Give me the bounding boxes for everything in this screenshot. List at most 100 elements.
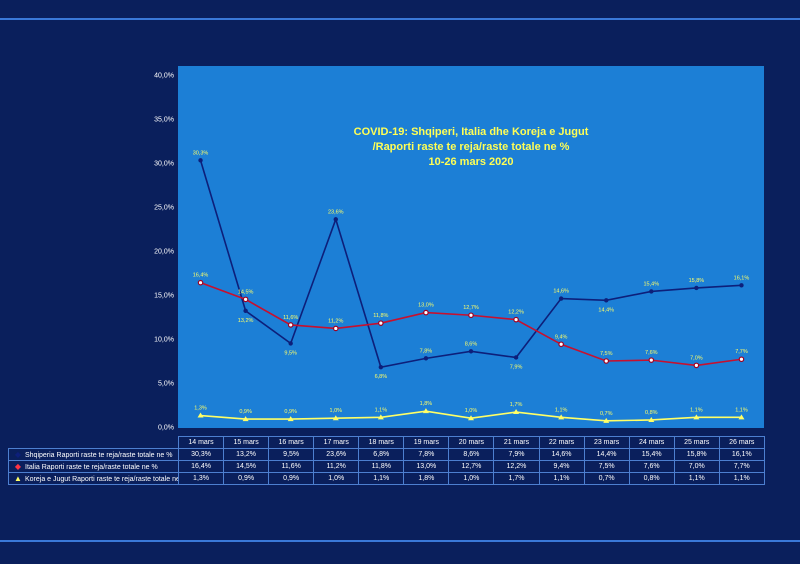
table-cell: 9,4% [538, 460, 585, 473]
y-tick-label: 30,0% [154, 161, 174, 168]
data-label-0: 8,6% [465, 341, 478, 347]
table-cell: 1,8% [403, 472, 450, 485]
series-point-1 [468, 312, 474, 319]
series-point-1 [693, 362, 700, 369]
table-cell: 14,6% [538, 448, 585, 461]
series-point-1 [423, 309, 429, 316]
data-label-0: 14,4% [598, 307, 614, 313]
table-cell: 7,0% [673, 460, 720, 473]
data-label-1: 12,7% [463, 305, 479, 311]
x-tick-label: 21 mars [493, 436, 540, 449]
series-point-2 [377, 414, 384, 420]
triangle-marker-icon: ▲ [14, 474, 22, 483]
series-point-2 [332, 415, 339, 421]
series-point-2 [242, 416, 249, 422]
table-cell: 14,4% [583, 448, 630, 461]
table-cell: 14,5% [223, 460, 270, 473]
data-label-2: 1,1% [690, 407, 703, 413]
y-tick-label: 20,0% [154, 249, 174, 256]
table-cell: 11,8% [358, 460, 405, 473]
table-cell: 0,7% [583, 472, 630, 485]
table-cell: 6,8% [358, 448, 405, 461]
data-label-2: 1,1% [555, 407, 568, 413]
series-point-0 [333, 217, 338, 222]
x-tick-label: 15 mars [223, 436, 270, 449]
data-label-2: 1,7% [510, 402, 523, 408]
series-point-1 [738, 356, 745, 363]
series-point-2 [558, 414, 565, 420]
diamond-marker-icon: ◆ [14, 462, 22, 471]
table-cell: 1,7% [493, 472, 540, 485]
x-tick-label: 22 mars [538, 436, 585, 449]
series-point-2 [422, 408, 429, 414]
table-cell: 1,1% [673, 472, 720, 485]
series-point-0 [558, 296, 564, 301]
data-label-2: 0,9% [284, 409, 297, 415]
table-row: ◆ Italia Raporti raste te reja/raste tota… [8, 460, 765, 473]
table-row: ▲ Koreja e Jugut Raporti raste te reja/ra… [8, 472, 765, 485]
table-cell: 7,9% [493, 448, 540, 461]
x-tick-label: 16 mars [268, 436, 315, 449]
series-point-2 [738, 414, 745, 420]
x-tick-label: 26 mars [718, 436, 765, 449]
legend-label: Italia Raporti raste te reja/raste total… [25, 464, 158, 471]
table-cell: 16,1% [718, 448, 765, 461]
data-label-2: 1,1% [375, 407, 388, 413]
table-cell: 23,6% [313, 448, 360, 461]
data-label-1: 16,4% [193, 273, 209, 279]
data-label-1: 7,6% [645, 350, 658, 356]
legend-entry: ◆ Italia Raporti raste te reja/raste tota… [8, 460, 179, 473]
data-label-2: 0,7% [600, 411, 613, 417]
x-tick-label: 14 mars [177, 436, 225, 449]
data-table: 14 mars 15 mars 16 mars 17 mars 18 mars 19 ma… [8, 436, 765, 485]
data-label-1: 14,5% [238, 289, 254, 295]
data-label-0: 6,8% [375, 374, 388, 380]
series-point-1 [558, 341, 564, 348]
x-tick-label: 24 mars [628, 436, 675, 449]
series-point-0 [288, 341, 293, 346]
table-cell: 7,5% [583, 460, 630, 473]
series-point-2 [693, 414, 700, 420]
chart-title-line-1: COVID-19: Shqiperi, Italia dhe Koreja e … [353, 126, 589, 138]
y-tick-label: 0,0% [158, 425, 174, 432]
table-cell: 1,0% [448, 472, 495, 485]
chart-title-line-2: /Raporti raste te reja/raste totale ne % [372, 141, 570, 153]
series-point-0 [513, 355, 519, 360]
y-tick-label: 40,0% [154, 73, 174, 80]
y-tick-label: 25,0% [154, 205, 174, 212]
x-tick-label: 23 mars [583, 436, 630, 449]
data-label-2: 0,8% [645, 410, 658, 416]
x-tick-label: 18 mars [358, 436, 405, 449]
data-label-1: 12,2% [508, 310, 524, 316]
table-row: ◆ Shqiperia Raporti raste te reja/raste t… [8, 448, 765, 461]
table-cell: 8,6% [448, 448, 495, 461]
data-label-0: 16,1% [734, 275, 750, 281]
table-cell: 7,8% [403, 448, 450, 461]
x-tick-label: 25 mars [673, 436, 720, 449]
table-cell: 30,3% [177, 448, 225, 461]
legend-entry: ◆ Shqiperia Raporti raste te reja/raste t… [8, 448, 179, 461]
data-label-0: 30,3% [193, 150, 209, 156]
data-label-0: 7,9% [510, 364, 523, 370]
series-point-1 [332, 325, 339, 332]
table-cell: 13,0% [403, 460, 450, 473]
data-label-1: 11,6% [283, 315, 298, 321]
series-point-1 [242, 296, 249, 303]
data-label-0: 15,8% [689, 278, 705, 284]
table-cell: 0,9% [268, 472, 315, 485]
x-tick-label: 19 mars [403, 436, 450, 449]
data-label-2: 1,1% [735, 407, 748, 413]
series-point-0 [694, 285, 699, 291]
series-point-1 [603, 358, 610, 364]
data-label-2: 0,9% [239, 409, 252, 415]
series-point-2 [468, 415, 474, 421]
series-point-1 [287, 322, 294, 328]
data-label-0: 7,8% [420, 348, 433, 354]
table-cell: 7,7% [718, 460, 765, 473]
data-label-1: 11,8% [373, 313, 388, 319]
data-label-1: 7,7% [735, 349, 748, 355]
table-cell: 13,2% [223, 448, 270, 461]
table-cell: 0,8% [628, 472, 675, 485]
diamond-marker-icon: ◆ [14, 450, 22, 459]
y-tick-label: 15,0% [154, 293, 174, 300]
